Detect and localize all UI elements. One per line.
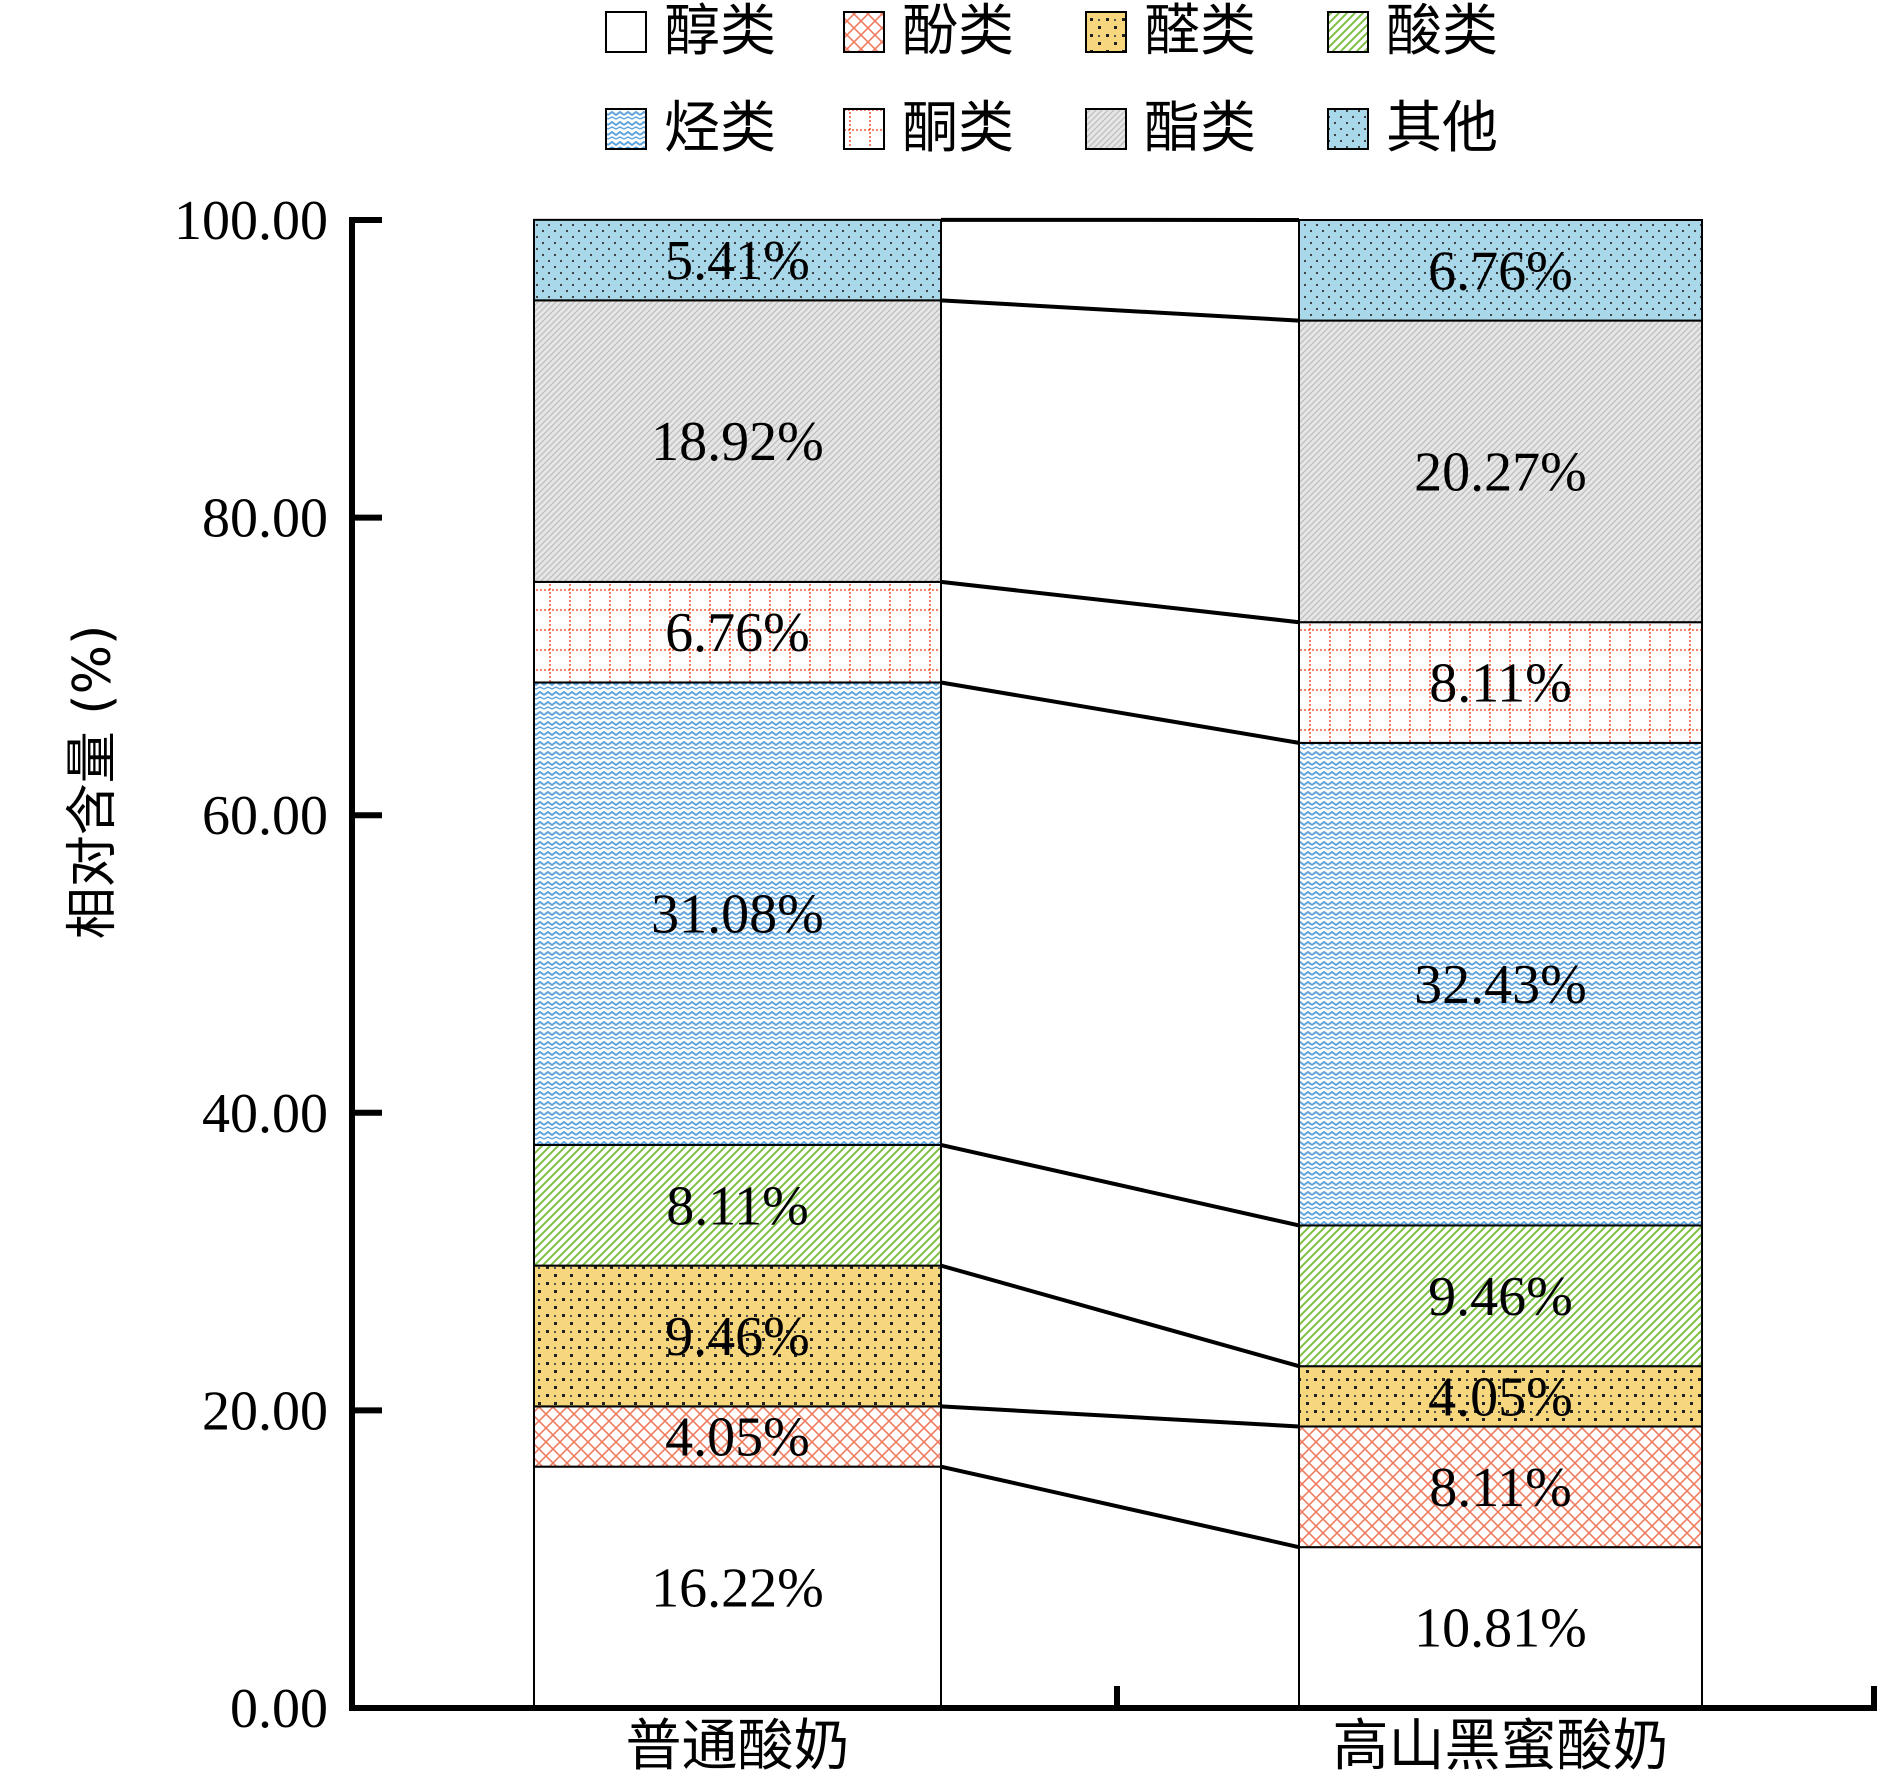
legend-swatch <box>1085 108 1127 150</box>
segment-value-label: 16.22% <box>651 1557 824 1619</box>
y-tick-label: 0.00 <box>230 1678 328 1740</box>
legend-swatch <box>1085 11 1127 53</box>
legend-label: 酯类 <box>1144 96 1256 161</box>
y-tick-label: 20.00 <box>202 1380 328 1442</box>
legend-label: 烃类 <box>664 96 776 161</box>
y-tick-label: 60.00 <box>202 785 328 847</box>
connector-line <box>940 680 1300 745</box>
bar-segment <box>1298 319 1703 624</box>
segment-value-label: 4.05% <box>665 1407 810 1469</box>
connector-line <box>940 1464 1300 1550</box>
segment-value-label: 6.76% <box>1428 240 1573 302</box>
legend-label: 其他 <box>1386 96 1498 161</box>
bar-segment <box>533 580 942 684</box>
segment-value-label: 9.46% <box>1428 1266 1573 1328</box>
legend-swatch <box>843 108 885 150</box>
segment-value-label: 32.43% <box>1414 954 1587 1016</box>
legend-label: 醛类 <box>1144 0 1256 64</box>
bar-segment <box>1298 741 1703 1227</box>
connector-line <box>940 1142 1300 1228</box>
segment-value-label: 31.08% <box>651 884 824 946</box>
legend-label: 酚类 <box>902 0 1014 64</box>
segment-value-label: 18.92% <box>651 411 824 473</box>
segment-value-label: 6.76% <box>665 602 810 664</box>
bar-segment <box>533 1465 942 1709</box>
legend-swatch <box>1327 108 1369 150</box>
legend-label: 酸类 <box>1386 0 1498 64</box>
segment-value-label: 20.27% <box>1414 441 1587 503</box>
connector-line <box>940 298 1300 323</box>
category-label: 普通酸奶 <box>626 1714 850 1779</box>
bar-segment <box>1298 1425 1703 1549</box>
connector-lines <box>940 217 1300 1550</box>
connector-line <box>940 1263 1300 1369</box>
legend-label: 酮类 <box>902 96 1014 161</box>
bar-segment <box>533 681 942 1146</box>
segment-value-label: 9.46% <box>665 1306 810 1368</box>
segment-value-label: 8.11% <box>1429 653 1572 715</box>
bar-segment <box>1298 1365 1703 1428</box>
legend-swatch <box>843 11 885 53</box>
legend-swatch <box>605 11 647 53</box>
segment-value-label: 8.11% <box>1429 1457 1572 1519</box>
connector-line <box>940 579 1300 625</box>
category-label: 高山黑蜜酸奶 <box>1333 1714 1669 1779</box>
bar-segment <box>533 1143 942 1267</box>
connector-line <box>940 1404 1300 1429</box>
legend-swatch <box>1327 11 1369 53</box>
bar-segment <box>533 299 942 583</box>
bars: 16.22% 4.05% 9.46% 8.11% 31.08% 6.76% 18.92% 5.… <box>533 218 1703 1779</box>
legend-swatch <box>605 108 647 150</box>
segment-value-label: 4.05% <box>1428 1366 1573 1428</box>
segment-value-label: 5.41% <box>665 230 810 292</box>
bar-segment <box>533 218 942 302</box>
segment-value-label: 10.81% <box>1414 1598 1587 1660</box>
axes: 0.00 20.00 40.00 60.00 80.00 100.00 <box>174 190 1877 1740</box>
y-tick-label: 40.00 <box>202 1083 328 1145</box>
y-axis-label: 相对含量 (%) <box>63 625 123 940</box>
bar-segment <box>1298 219 1703 322</box>
y-tick-label: 100.00 <box>174 190 328 252</box>
y-tick-label: 80.00 <box>202 488 328 550</box>
bar-segment <box>1298 1224 1703 1368</box>
bar-segment <box>533 1405 942 1468</box>
segment-value-label: 8.11% <box>666 1175 809 1237</box>
legend-label: 醇类 <box>664 0 776 64</box>
